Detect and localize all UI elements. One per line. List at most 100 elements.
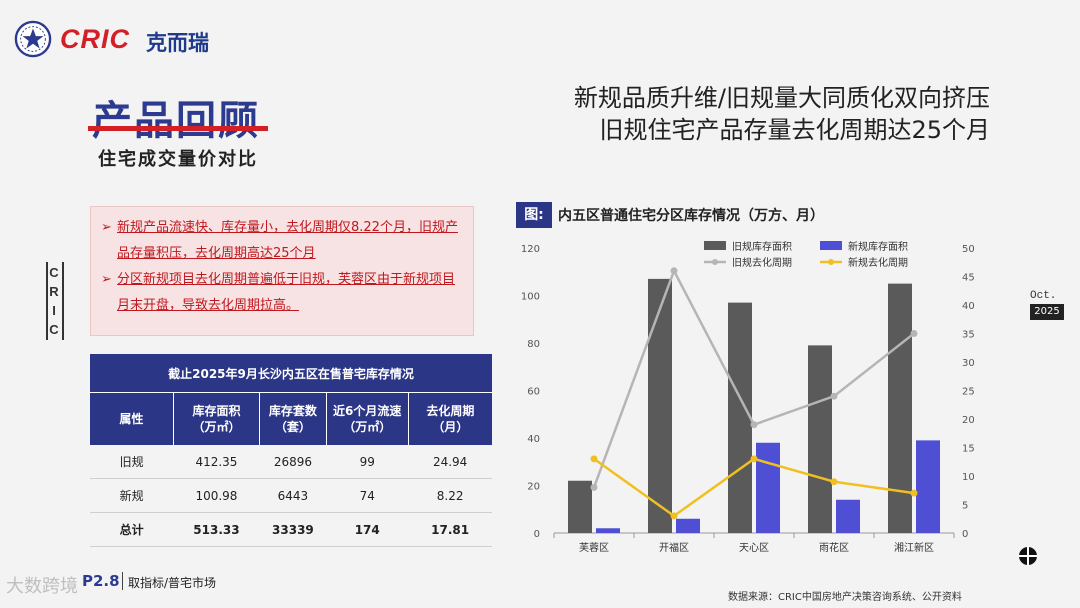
legend-swatch xyxy=(704,241,726,250)
inventory-table: 截止2025年9月长沙内五区在售普宅库存情况 属性 库存面积 （万㎡） 库存套数… xyxy=(90,354,492,547)
bar-old xyxy=(888,283,912,533)
side-label-frame xyxy=(46,262,64,340)
footer-section-label: 取指标/普宅市场 xyxy=(128,576,217,590)
line-point xyxy=(590,455,598,463)
y-right-tick-label: 15 xyxy=(962,444,975,455)
table-cell: 74 xyxy=(326,478,409,513)
legend-swatch xyxy=(712,259,718,265)
legend-swatch xyxy=(820,241,842,250)
side-label-letter: R xyxy=(49,284,59,299)
table-cell: 总计 xyxy=(90,512,174,547)
table-cell: 100.98 xyxy=(173,478,260,513)
table-row: 新规 100.98 6443 74 8.22 xyxy=(90,478,492,513)
y-left-tick-label: 40 xyxy=(527,434,540,445)
legend-label: 旧规去化周期 xyxy=(732,256,792,269)
line-point xyxy=(830,478,838,486)
watermark: 大数跨境 xyxy=(6,576,78,597)
brand-wordmark: CRIC xyxy=(60,24,130,54)
table-cell: 33339 xyxy=(259,512,327,547)
y-right-tick-label: 0 xyxy=(962,529,968,540)
date-year-badge: 2025 xyxy=(1030,304,1064,320)
table-cell: 6443 xyxy=(259,478,327,513)
y-right-tick-label: 5 xyxy=(962,501,968,512)
series-line-old xyxy=(592,267,915,488)
page-number: P2.8 xyxy=(82,572,120,590)
title-underline xyxy=(88,126,268,131)
y-right-tick-label: 40 xyxy=(962,301,975,312)
x-tick-label: 天心区 xyxy=(739,542,769,554)
table-row: 旧规 412.35 26896 99 24.94 xyxy=(90,445,492,479)
side-label-letter: C xyxy=(49,322,59,337)
figure-label-badge: 图: xyxy=(516,202,552,228)
y-right-tick-label: 10 xyxy=(962,472,975,483)
legend-label: 新规去化周期 xyxy=(848,256,908,269)
side-label-letter: I xyxy=(52,303,56,318)
data-source-note: 数据来源：CRIC中国房地产决策咨询系统、公开资料 xyxy=(728,592,962,603)
line-point xyxy=(910,330,918,337)
bar-old xyxy=(568,480,592,533)
bar-new xyxy=(756,442,780,533)
date-month: Oct. xyxy=(1030,290,1057,302)
column-header: 近6个月流速 （万㎡） xyxy=(325,392,409,445)
arrow-bullet-icon: ➢ xyxy=(101,220,112,235)
line-point xyxy=(830,392,838,400)
footer-divider xyxy=(122,572,123,590)
line-point xyxy=(590,483,598,491)
figure-title: 内五区普通住宅分区库存情况（万方、月） xyxy=(558,208,824,224)
column-header: 去化周期 （月） xyxy=(407,392,492,445)
star-badge-icon xyxy=(14,20,52,58)
table-cell: 旧规 xyxy=(90,445,174,479)
x-tick-label: 湘江新区 xyxy=(894,541,934,554)
y-right-tick-label: 50 xyxy=(962,244,975,255)
line-point xyxy=(750,421,758,429)
section-subtitle: 住宅成交量价对比 xyxy=(98,149,258,170)
table-cell: 新规 xyxy=(90,478,174,513)
table-cell: 26896 xyxy=(259,445,327,479)
series-line-new xyxy=(593,457,915,518)
y-right-tick-label: 45 xyxy=(962,273,975,284)
bar-old xyxy=(728,302,752,533)
bar-new xyxy=(676,518,700,533)
headline-line-2: 旧规住宅产品存量去化周期达25个月 xyxy=(599,116,990,144)
key-points-box: ➢ 新规产品流速快、库存量小，去化周期仅8.22个月，旧规产品存量积压，去化周期… xyxy=(90,206,474,336)
column-header: 属性 xyxy=(90,392,174,445)
y-right-tick-label: 35 xyxy=(962,330,975,341)
key-point: ➢ 新规产品流速快、库存量小，去化周期仅8.22个月，旧规产品存量积压，去化周期… xyxy=(101,215,463,267)
key-point: ➢ 分区新规项目去化周期普遍低于旧规，芙蓉区由于新规项目月末开盘，导致去化周期拉… xyxy=(101,267,463,319)
y-left-tick-label: 100 xyxy=(521,292,540,303)
key-point-text: 新规产品流速快、库存量小，去化周期仅8.22个月，旧规产品存量积压，去化周期高达… xyxy=(117,220,458,261)
bar-old xyxy=(808,345,832,533)
legend-label: 新规库存面积 xyxy=(848,240,908,253)
line-point xyxy=(910,489,918,497)
y-left-tick-label: 120 xyxy=(521,244,540,255)
y-left-tick-label: 0 xyxy=(534,529,540,540)
table-caption: 截止2025年9月长沙内五区在售普宅库存情况 xyxy=(90,354,492,393)
brand-chinese-name: 克而瑞 xyxy=(146,31,209,55)
arrow-bullet-icon: ➢ xyxy=(101,272,112,287)
y-right-tick-label: 25 xyxy=(962,387,975,398)
bar-new xyxy=(836,499,860,533)
key-point-text: 分区新规项目去化周期普遍低于旧规，芙蓉区由于新规项目月末开盘，导致去化周期拉高。 xyxy=(117,272,456,313)
bar-old xyxy=(648,278,672,533)
line-point xyxy=(750,455,758,463)
x-tick-label: 开福区 xyxy=(659,541,689,554)
legend-label: 旧规库存面积 xyxy=(732,240,792,253)
table-cell: 24.94 xyxy=(408,445,492,479)
x-tick-label: 雨花区 xyxy=(819,541,849,554)
column-header: 库存面积 （万㎡） xyxy=(172,392,260,445)
table-cell: 17.81 xyxy=(408,512,492,547)
table-cell: 174 xyxy=(326,512,409,547)
table-cell: 8.22 xyxy=(408,478,492,513)
column-header: 库存套数 （套） xyxy=(259,392,327,445)
y-left-tick-label: 20 xyxy=(527,482,540,493)
x-tick-label: 芙蓉区 xyxy=(579,541,609,554)
section-title: 产品回顾 xyxy=(92,98,260,144)
inventory-chart: 芙蓉区 开福区 天心区 雨花区 湘江新区 0 20 40 60 80 100 120 0 5 10 15 20 2… xyxy=(521,240,975,554)
bar-new xyxy=(596,528,620,533)
line-point xyxy=(670,512,678,520)
y-left-tick-label: 80 xyxy=(527,339,540,350)
crosshair-icon xyxy=(1019,547,1037,565)
side-label-letter: C xyxy=(49,265,59,280)
headline-line-1: 新规品质升维/旧规量大同质化双向挤压 xyxy=(573,84,990,112)
